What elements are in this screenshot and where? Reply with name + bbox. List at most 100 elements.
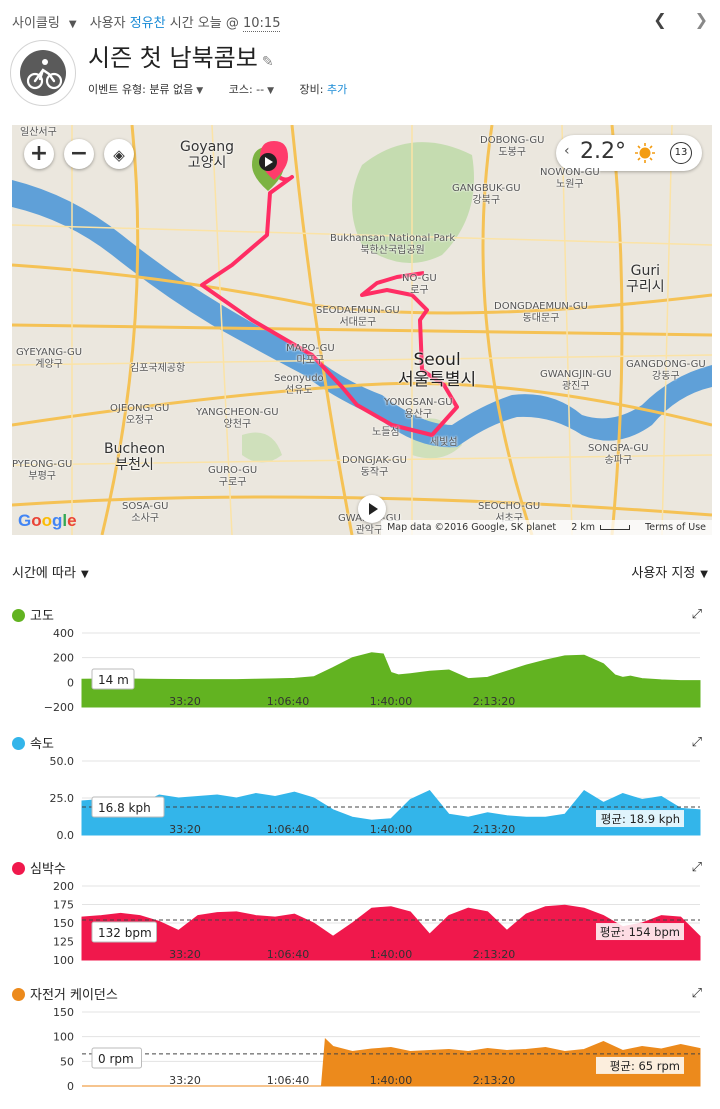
- activity-time[interactable]: 10:15: [243, 16, 281, 32]
- y-tick-label: 100: [53, 1031, 74, 1044]
- scale-text: 2 km: [571, 522, 596, 533]
- expand-icon[interactable]: ⤢: [691, 986, 702, 1001]
- sun-icon: [635, 143, 655, 163]
- expand-icon[interactable]: ⤢: [691, 735, 702, 750]
- weather-widget[interactable]: ‹ 2.2° 13: [556, 135, 702, 171]
- elevation-legend-dot[interactable]: [12, 609, 25, 622]
- map-label: NO-GU 로구: [402, 273, 437, 296]
- elevation-chart[interactable]: 400 200 0 −200 33:20 1:06:40 1:40:00 2:13:20 14 …: [0, 627, 720, 725]
- heart-rate-chart[interactable]: 200 175 150 125 100 33:20 1:06:40 1:40:00 2:13:2…: [0, 880, 720, 978]
- speed-chart[interactable]: 50.0 25.0 0.0 33:20 1:06:40 1:40:00 2:13:20 평균:…: [0, 755, 720, 853]
- x-tick-label: 2:13:20: [473, 823, 515, 836]
- elevation-series-area[interactable]: [81, 652, 701, 708]
- cadence-title-text: 자전거 케이던스: [30, 988, 118, 1003]
- map-label: 김포국제공항: [130, 363, 186, 374]
- x-tick-label: 33:20: [169, 1074, 201, 1087]
- map-label: OJEONG-GU 오정구: [110, 403, 170, 426]
- cadence-chart[interactable]: 150 100 50 0 33:20 1:06:40 1:40:00 2:13:20 평균: 6…: [0, 1006, 720, 1104]
- x-axis-mode-select[interactable]: 시간에 따라 ▼: [12, 562, 89, 581]
- x-tick-label: 1:40:00: [370, 1074, 412, 1087]
- elevation-title-text: 고도: [30, 609, 54, 624]
- y-tick-label: 400: [53, 627, 74, 640]
- heart-rate-chart-title: 심박수: [12, 858, 66, 877]
- dropdown-caret-icon: ▼: [700, 569, 708, 580]
- y-tick-label: 0.0: [57, 829, 75, 842]
- heart-rate-title-text: 심박수: [30, 862, 66, 877]
- y-tick-label: 175: [53, 899, 74, 912]
- event-type-select[interactable]: 분류 없음: [149, 83, 194, 96]
- map-label: MAPO-GU 마포구: [286, 343, 335, 366]
- value-readout: 0 rpm: [98, 1052, 134, 1066]
- layers-button[interactable]: ◈: [104, 139, 134, 169]
- course-label: 코스:: [228, 83, 253, 96]
- map-label: GANGBUK-GU 강북구: [452, 183, 521, 206]
- activity-meta: 이벤트 유형: 분류 없음 ▼ 코스: -- ▼ 장비: 추가: [88, 81, 369, 97]
- customize-select[interactable]: 사용자 지정 ▼: [631, 562, 708, 581]
- x-tick-label: 33:20: [169, 823, 201, 836]
- value-readout: 132 bpm: [98, 926, 152, 940]
- value-readout: 14 m: [98, 673, 129, 687]
- prev-activity-icon[interactable]: ❮: [653, 10, 667, 29]
- average-label: 평균: 154 bpm: [600, 925, 680, 939]
- chevron-left-icon[interactable]: ‹: [564, 143, 570, 159]
- value-readout: 16.8 kph: [98, 801, 151, 815]
- temperature: 2.2°: [580, 139, 626, 164]
- average-label-bg: [596, 1056, 684, 1074]
- map-label: Bucheon 부천시: [104, 441, 166, 474]
- activity-type-avatar: [10, 40, 76, 106]
- expand-icon[interactable]: ⤢: [691, 607, 702, 622]
- x-tick-label: 1:06:40: [267, 823, 309, 836]
- activity-type-link[interactable]: 사이클링: [12, 16, 60, 31]
- map-label: SEOCHO-GU 서초구: [478, 501, 541, 524]
- x-tick-label: 1:06:40: [267, 695, 309, 708]
- speed-title-text: 속도: [30, 737, 54, 752]
- add-gear-link[interactable]: 추가: [327, 83, 348, 96]
- terms-link[interactable]: Terms of Use: [645, 522, 706, 533]
- map-label: PYEONG-GU 부평구: [12, 459, 73, 482]
- map-label: GWANGJIN-GU 광진구: [540, 369, 612, 392]
- course-select[interactable]: --: [256, 83, 265, 96]
- speed-series-area[interactable]: [81, 789, 701, 836]
- map-label: SONGPA-GU 송파구: [588, 443, 649, 466]
- user-name-link[interactable]: 정유찬: [129, 16, 166, 31]
- zoom-in-button[interactable]: +: [24, 139, 54, 169]
- x-tick-label: 2:13:20: [473, 948, 515, 961]
- layers-icon: ◈: [113, 146, 125, 164]
- gear-label: 장비:: [299, 83, 324, 96]
- page-title: 시즌 첫 남북콤보 ✎: [88, 38, 274, 73]
- cadence-series-area[interactable]: [82, 1038, 701, 1087]
- elevation-chart-title: 고도: [12, 605, 54, 624]
- y-tick-label: 25.0: [50, 792, 75, 805]
- dropdown-caret-icon: ▼: [80, 569, 89, 580]
- activity-nav: ❮ ❯: [625, 10, 708, 29]
- wind-speed: 13: [670, 142, 692, 164]
- x-tick-label: 33:20: [169, 948, 201, 961]
- map-label: 일산서구: [20, 127, 57, 138]
- google-logo[interactable]: Google: [18, 511, 77, 530]
- x-tick-label: 2:13:20: [473, 1074, 515, 1087]
- x-tick-label: 33:20: [169, 695, 201, 708]
- dropdown-caret-icon[interactable]: ▼: [196, 86, 204, 96]
- activity-title[interactable]: 시즌 첫 남북콤보: [88, 44, 258, 72]
- value-readout-box: [91, 921, 157, 943]
- x-tick-label: 1:40:00: [370, 948, 412, 961]
- zoom-out-button[interactable]: −: [64, 139, 94, 169]
- route-map[interactable]: + − ◈ ‹ 2.2° 13 일산서구 Goyang 고양시 DOBONG-G…: [12, 125, 712, 535]
- dropdown-caret-icon[interactable]: ▼: [267, 86, 275, 96]
- expand-icon[interactable]: ⤢: [691, 860, 702, 875]
- y-tick-label: 0: [67, 1080, 74, 1093]
- cadence-legend-dot[interactable]: [12, 988, 25, 1001]
- value-readout-box: [91, 668, 135, 690]
- map-label: DOBONG-GU 도봉구: [480, 135, 545, 158]
- speed-legend-dot[interactable]: [12, 737, 25, 750]
- next-activity-icon[interactable]: ❯: [694, 10, 708, 29]
- play-route-button[interactable]: [358, 495, 386, 523]
- map-label: GURO-GU 구로구: [208, 465, 258, 488]
- map-label: Seoul 서울특별시: [398, 350, 477, 390]
- average-label-bg: [596, 923, 684, 941]
- x-axis-mode-label: 시간에 따라: [12, 566, 76, 581]
- pencil-icon[interactable]: ✎: [261, 54, 274, 70]
- dropdown-caret-icon[interactable]: ▼: [68, 19, 77, 30]
- heart-rate-legend-dot[interactable]: [12, 862, 25, 875]
- cyclist-icon: [26, 59, 63, 90]
